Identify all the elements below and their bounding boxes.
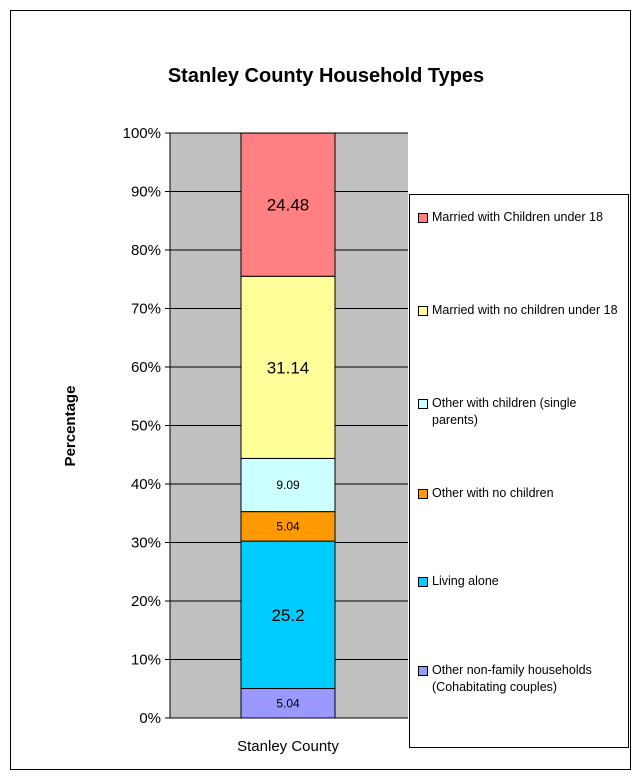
data-label: 24.48 [267, 196, 310, 215]
legend-swatch [418, 666, 428, 676]
data-label: 5.04 [276, 519, 300, 533]
y-axis-label: Percentage [62, 386, 79, 467]
legend-item: Other non-family households (Cohabitatin… [418, 662, 624, 696]
legend-label: Other with children (single parents) [432, 396, 577, 427]
legend-label: Other non-family households (Cohabitatin… [432, 663, 592, 694]
legend-label: Married with Children under 18 [432, 210, 603, 224]
y-tick-label: 50% [131, 418, 161, 435]
y-tick-label: 30% [131, 535, 161, 552]
legend-label: Married with no children under 18 [432, 303, 618, 317]
legend-item: Married with Children under 18 [418, 209, 624, 226]
y-tick-label: 80% [131, 242, 161, 259]
legend-swatch [418, 306, 428, 316]
data-label: 5.04 [276, 696, 300, 710]
y-tick-label: 10% [131, 652, 161, 669]
legend: Married with Children under 18 Married wi… [409, 194, 629, 748]
data-label: 9.09 [276, 478, 300, 492]
y-tick-label: 90% [131, 184, 161, 201]
bar-segment-6 [240, 132, 336, 277]
legend-item: Other with children (single parents) [418, 395, 624, 429]
legend-swatch [418, 399, 428, 409]
y-tick-label: 70% [131, 301, 161, 318]
legend-item: Married with no children under 18 [418, 302, 624, 319]
legend-label: Other with no children [432, 486, 554, 500]
data-label: 25.2 [271, 606, 304, 625]
y-tick-label: 20% [131, 593, 161, 610]
legend-swatch [418, 489, 428, 499]
legend-label: Living alone [432, 574, 499, 588]
legend-swatch [418, 213, 428, 223]
legend-item: Other with no children [418, 485, 624, 502]
bar-segment-5 [240, 275, 336, 459]
chart-title: Stanley County Household Types [168, 65, 484, 87]
y-tick-label: 40% [131, 476, 161, 493]
bar-segment-4 [240, 457, 336, 513]
bar-segment-3 [240, 511, 336, 542]
data-label: 31.14 [267, 358, 310, 377]
legend-swatch [418, 577, 428, 587]
y-tick-label: 100% [123, 125, 161, 142]
y-tick-label: 60% [131, 359, 161, 376]
legend-item: Living alone [418, 573, 624, 590]
y-tick-label: 0% [139, 710, 161, 727]
x-tick-label: Stanley County [237, 738, 339, 755]
